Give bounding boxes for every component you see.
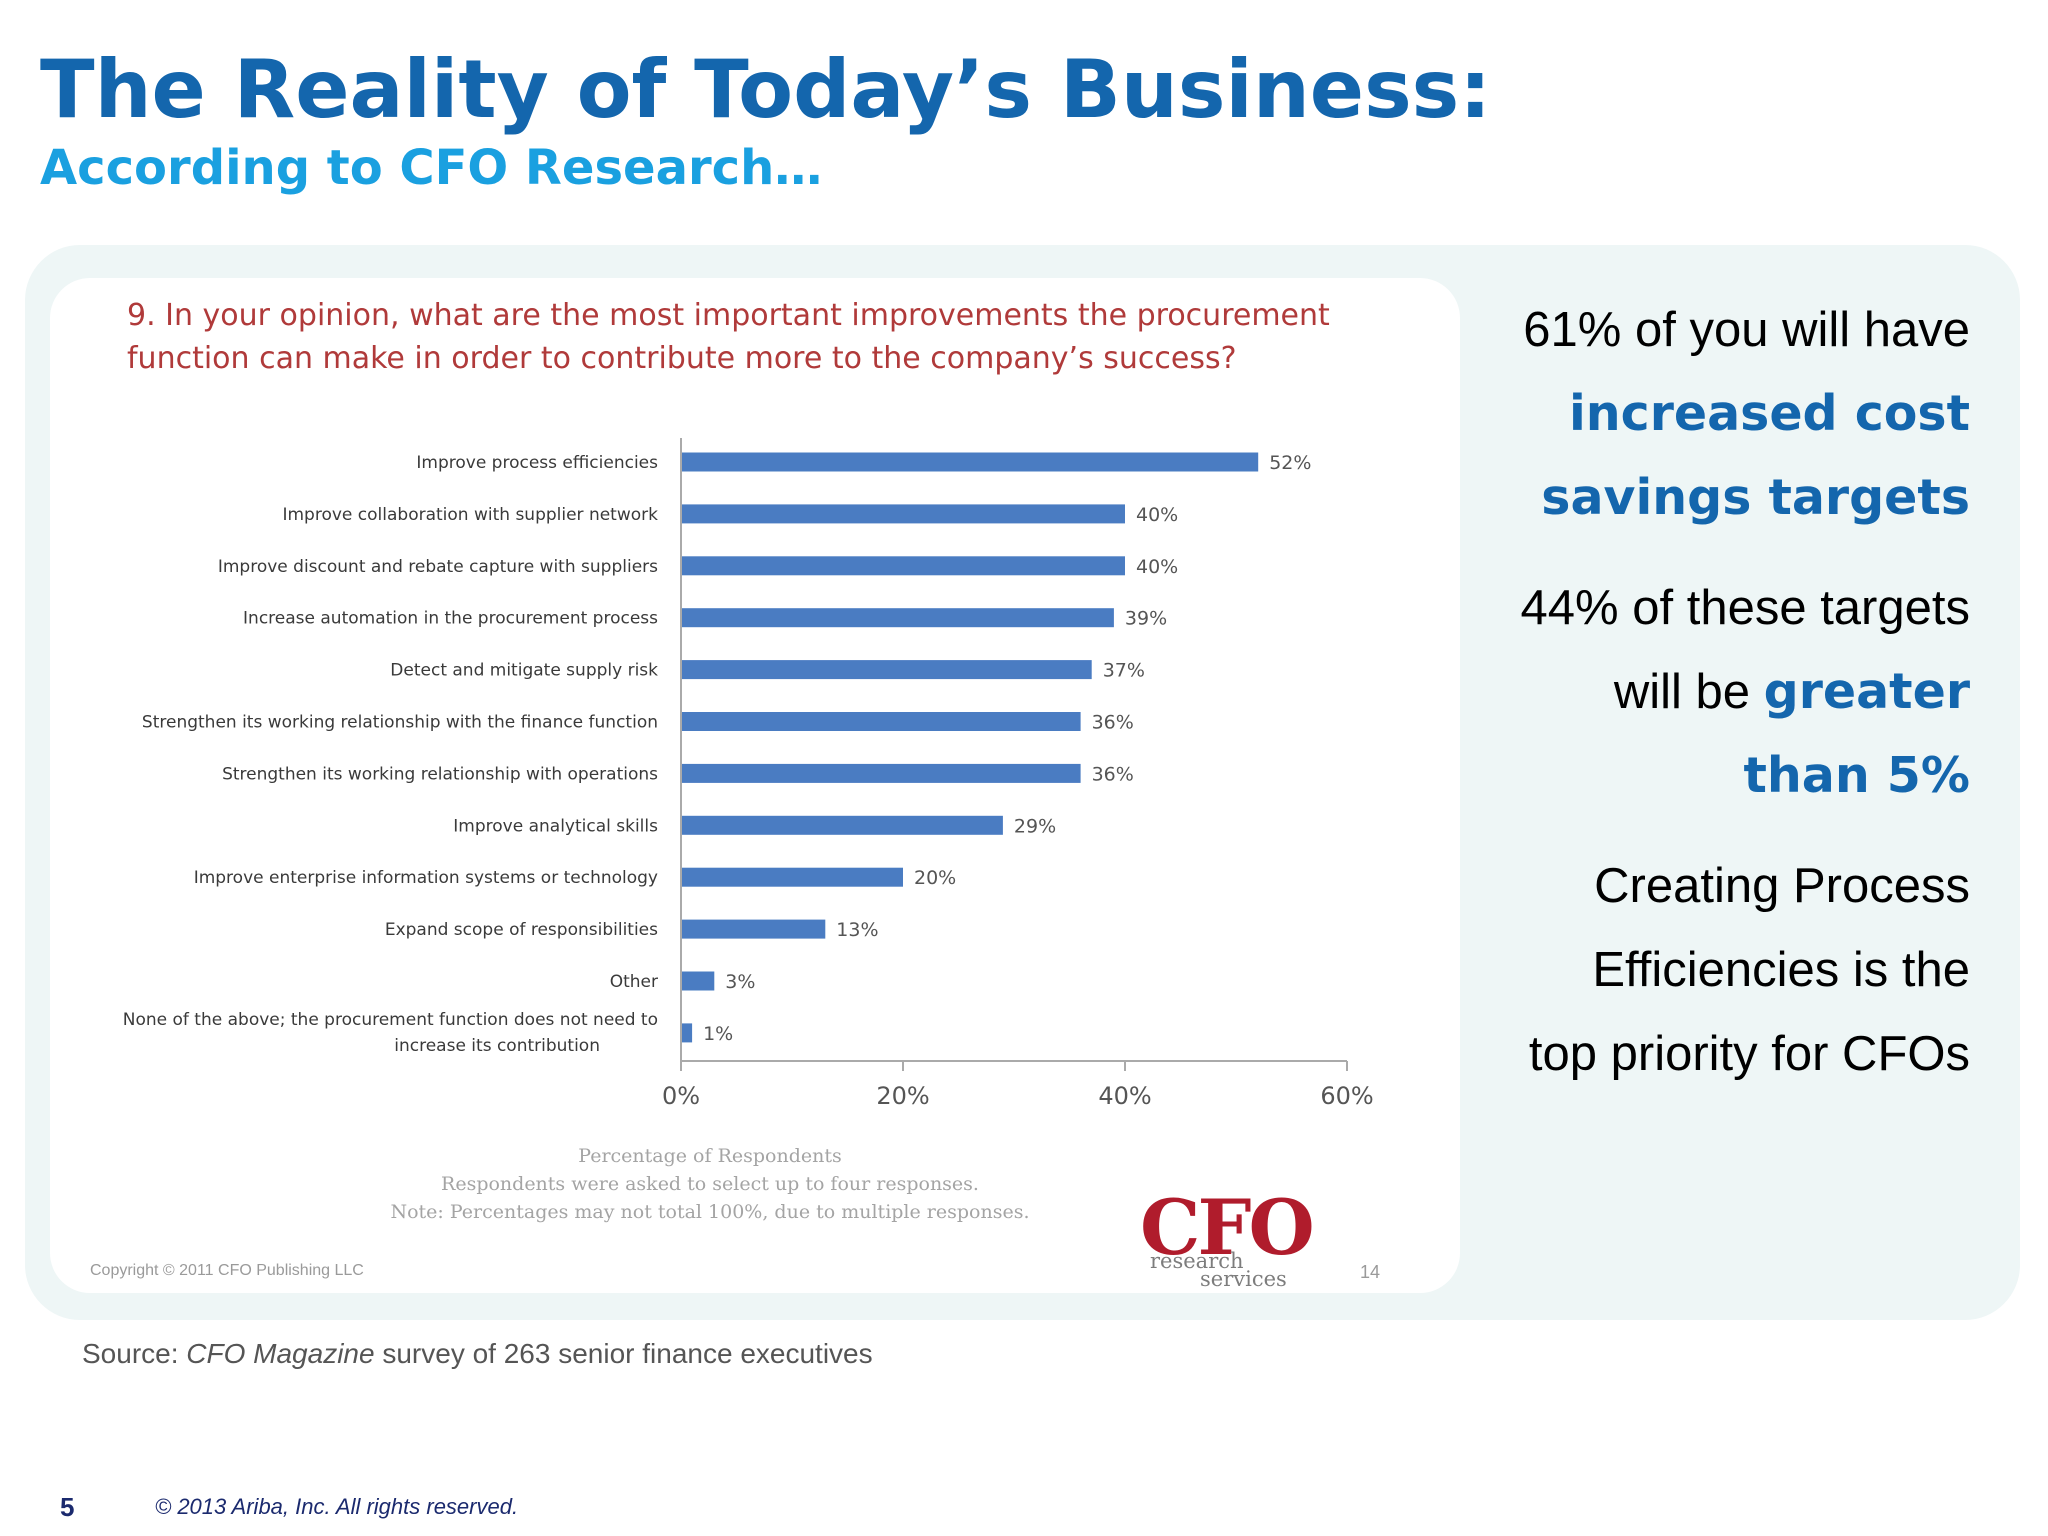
callout-2-line-1: 44% of these targets (1520, 581, 1970, 635)
bar (681, 763, 1081, 783)
question-line-1: 9. In your opinion, what are the most im… (127, 298, 1330, 333)
bar (681, 712, 1081, 731)
callout-3-line-2: Efficiencies is the (1592, 943, 1970, 997)
category-label: None of the above; the procurement funct… (123, 1010, 658, 1056)
source-slide-number: 14 (1360, 1262, 1381, 1282)
bar (681, 660, 1092, 680)
value-label: 37% (1103, 660, 1145, 682)
callout-1-line-2: increased cost (1568, 385, 1970, 442)
value-label: 3% (725, 971, 755, 993)
value-label: 40% (1136, 504, 1178, 526)
bar (681, 504, 1125, 524)
category-label: Increase automation in the procurement p… (243, 609, 658, 629)
category-label: Expand scope of responsibilities (385, 920, 658, 940)
cfo-logo: CFO research services (1140, 1190, 1315, 1291)
chart-notes: Percentage of Respondents Respondents we… (350, 1142, 1070, 1226)
value-label: 36% (1092, 712, 1134, 734)
x-tick-label: 0% (662, 1082, 700, 1110)
source-suffix: survey of 263 senior finance executives (374, 1338, 873, 1369)
value-label: 13% (836, 919, 878, 941)
source-prefix: Source: (82, 1338, 187, 1369)
value-label: 39% (1125, 608, 1167, 630)
select-note: Respondents were asked to select up to f… (441, 1173, 979, 1195)
value-label: 52% (1269, 452, 1311, 474)
value-labels: 52% 40% 40% 39% 37% 36% 36% 29% 20% 13% 3% 1% (703, 452, 1311, 1045)
category-label: Detect and mitigate supply risk (390, 661, 658, 681)
footer-copyright: © 2013 Ariba, Inc. All rights reserved. (155, 1494, 519, 1519)
bar (681, 452, 1259, 472)
cfo-logo-services: services (1200, 1267, 1287, 1291)
slide-subtitle: According to CFO Research… (40, 140, 823, 196)
callout-3-line-3: top priority for CFOs (1528, 1027, 1970, 1081)
bar (681, 815, 1003, 835)
bar (681, 608, 1114, 628)
cfo-logo-research: research (1150, 1249, 1244, 1273)
bar (681, 867, 903, 887)
bar (681, 971, 715, 991)
chart-card (50, 278, 1460, 1293)
category-labels: Improve process efficiencies Improve coll… (123, 453, 658, 1056)
x-tick-label: 40% (1098, 1082, 1151, 1110)
callout-block-2: 44% of these targets will be greater tha… (1410, 566, 1970, 818)
x-tick-label: 20% (876, 1082, 929, 1110)
callout-2-line-2-pre: will be (1613, 665, 1764, 719)
chart-copyright: Copyright © 2011 CFO Publishing LLC (90, 1262, 364, 1279)
callout-1-line-1: 61% of you will have (1523, 303, 1970, 357)
category-label: Improve analytical skills (453, 816, 658, 836)
axis-title-note: Percentage of Respondents (578, 1145, 842, 1167)
callout-text: 61% of you will have increased cost savi… (1410, 288, 1970, 1122)
category-label: Improve collaboration with supplier netw… (282, 505, 658, 525)
survey-question: 9. In your opinion, what are the most im… (127, 294, 1427, 380)
value-label: 40% (1136, 556, 1178, 578)
value-label: 36% (1092, 763, 1134, 785)
callout-block-3: Creating Process Efficiencies is the top… (1410, 844, 1970, 1096)
total-note: Note: Percentages may not total 100%, du… (390, 1201, 1030, 1223)
value-label: 29% (1014, 815, 1056, 837)
x-tick-label: 60% (1320, 1082, 1373, 1110)
category-label: Other (610, 972, 658, 992)
cfo-logo-main: CFO (1140, 1183, 1315, 1272)
category-label: Improve enterprise information systems o… (194, 868, 658, 888)
callout-2-line-3: than 5% (1743, 747, 1970, 804)
category-label: Improve process efficiencies (416, 453, 658, 473)
bars (681, 452, 1259, 1043)
source-publication: CFO Magazine (186, 1338, 375, 1369)
callout-2-line-2: will be greater (1410, 650, 1970, 734)
question-line-2: function can make in order to contribute… (127, 341, 1237, 376)
category-label: Strengthen its working relationship with… (142, 713, 658, 733)
bar (681, 556, 1125, 576)
category-label: Strengthen its working relationship with… (222, 764, 658, 784)
callout-block-1: 61% of you will have increased cost savi… (1410, 288, 1970, 540)
axes: 0% 20% 40% 60% (662, 438, 1374, 1110)
callout-1-line-3: savings targets (1541, 469, 1970, 526)
source-note: Source: CFO Magazine survey of 263 senio… (82, 1338, 873, 1370)
value-label: 1% (703, 1023, 733, 1045)
value-label: 20% (914, 867, 956, 889)
callout-3-line-1: Creating Process (1594, 859, 1970, 913)
category-label: Improve discount and rebate capture with… (218, 557, 658, 577)
callout-2-highlight: greater (1763, 663, 1970, 720)
bar (681, 919, 826, 939)
bar (681, 1023, 693, 1043)
page-number: 5 (60, 1492, 75, 1522)
slide-title: The Reality of Today’s Business: (40, 43, 1492, 136)
